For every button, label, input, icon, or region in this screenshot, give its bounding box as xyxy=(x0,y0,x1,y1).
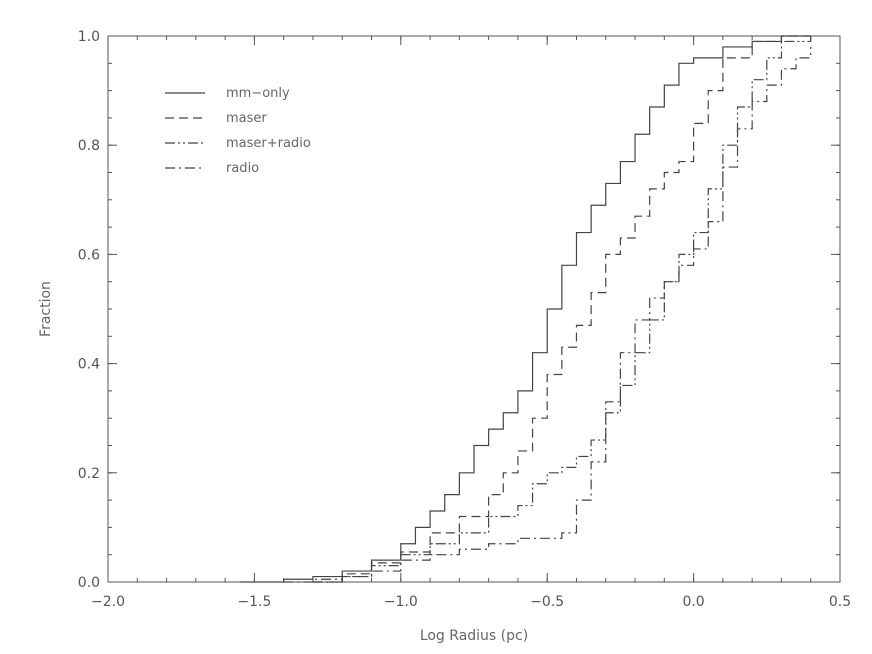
series-line-0 xyxy=(239,35,811,583)
plot-frame xyxy=(107,35,841,583)
series-line-3 xyxy=(283,46,812,583)
y-tick-label: 0.0 xyxy=(78,575,100,591)
y-tick-label: 1.0 xyxy=(78,29,100,45)
series-line-1 xyxy=(312,35,811,583)
y-tick-label: 0.8 xyxy=(78,138,100,154)
y-tick-label: 0.4 xyxy=(78,357,100,373)
series-lines xyxy=(239,35,812,583)
y-tick-label: 0.6 xyxy=(78,247,100,263)
x-tick-label: −1.5 xyxy=(237,594,271,610)
legend-label: mm−only xyxy=(226,86,290,101)
y-tick-label: 0.2 xyxy=(78,466,100,482)
x-tick-label: −1.0 xyxy=(384,594,418,610)
legend-label: maser+radio xyxy=(226,136,311,151)
x-tick-label: 0.0 xyxy=(682,594,704,610)
legend-label: radio xyxy=(226,161,259,176)
legend-label: maser xyxy=(226,111,267,126)
y-axis-label: Fraction xyxy=(38,281,54,337)
axes: −2.0 −1.5 −1.0 −0.5 0.0 0.5 0.0 0.2 0.4 0.6 0.8 1.0 xyxy=(78,29,851,610)
legend: mm−only maser maser+radio radio xyxy=(165,86,311,176)
x-tick-label: 0.5 xyxy=(829,594,851,610)
x-tick-label: −0.5 xyxy=(530,594,564,610)
x-tick-label: −2.0 xyxy=(91,594,125,610)
x-axis-label: Log Radius (pc) xyxy=(420,628,528,644)
